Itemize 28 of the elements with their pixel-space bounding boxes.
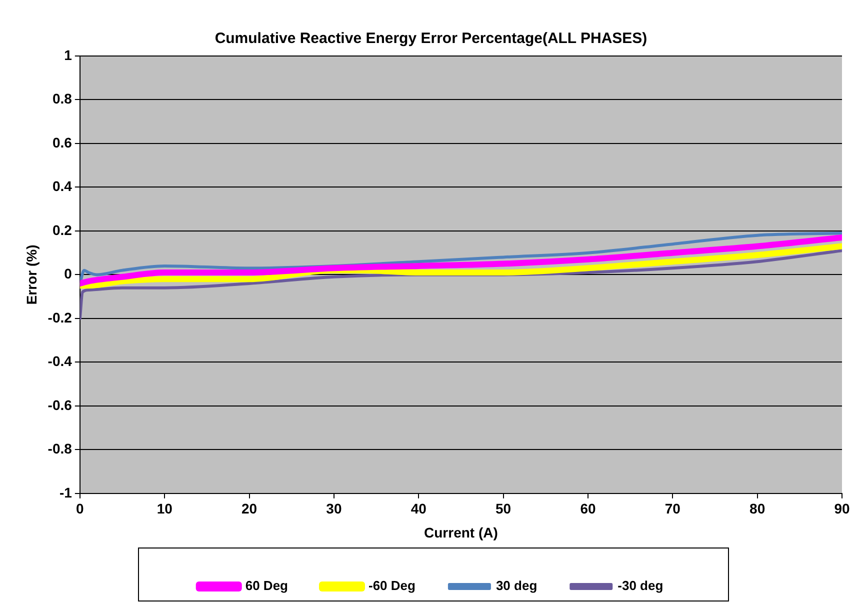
y-tick-label: -0.6 — [48, 396, 72, 413]
y-tick-label: -0.2 — [48, 309, 72, 326]
x-tick-label: 10 — [156, 500, 173, 517]
x-tick-label: 30 — [326, 500, 342, 517]
y-tick-label: -1 — [59, 484, 72, 500]
legend-label: 30 deg — [496, 578, 538, 594]
x-tick-label: 60 — [580, 500, 596, 517]
x-tick-label: 80 — [750, 500, 766, 517]
y-tick-label: 0.2 — [52, 222, 72, 238]
y-tick-label: 0.6 — [52, 134, 72, 150]
y-tick-label: 0.4 — [52, 178, 72, 194]
x-tick-label: 70 — [664, 500, 681, 517]
x-tick-label: 0 — [76, 500, 84, 517]
chart-title: Cumulative Reactive Energy Error Percentage(ALL PHASES) — [214, 30, 648, 48]
x-axis-title: Current (A) — [424, 524, 498, 540]
legend-label: -30 deg — [618, 578, 664, 594]
y-tick-label: 0 — [64, 266, 72, 282]
legend-label: -60 Deg — [368, 578, 416, 594]
x-tick-label: 90 — [834, 500, 850, 517]
x-tick-label: 20 — [241, 500, 258, 517]
y-axis-title: Error (%) — [23, 244, 40, 305]
x-tick-label: 40 — [410, 500, 427, 517]
y-tick-label: 1 — [64, 46, 72, 63]
x-tick-label: 50 — [496, 500, 512, 517]
y-tick-label: -0.4 — [48, 353, 72, 370]
legend-label: 60 Deg — [245, 578, 288, 594]
y-tick-label: 0.8 — [52, 90, 72, 107]
y-tick-label: -0.8 — [48, 440, 72, 457]
